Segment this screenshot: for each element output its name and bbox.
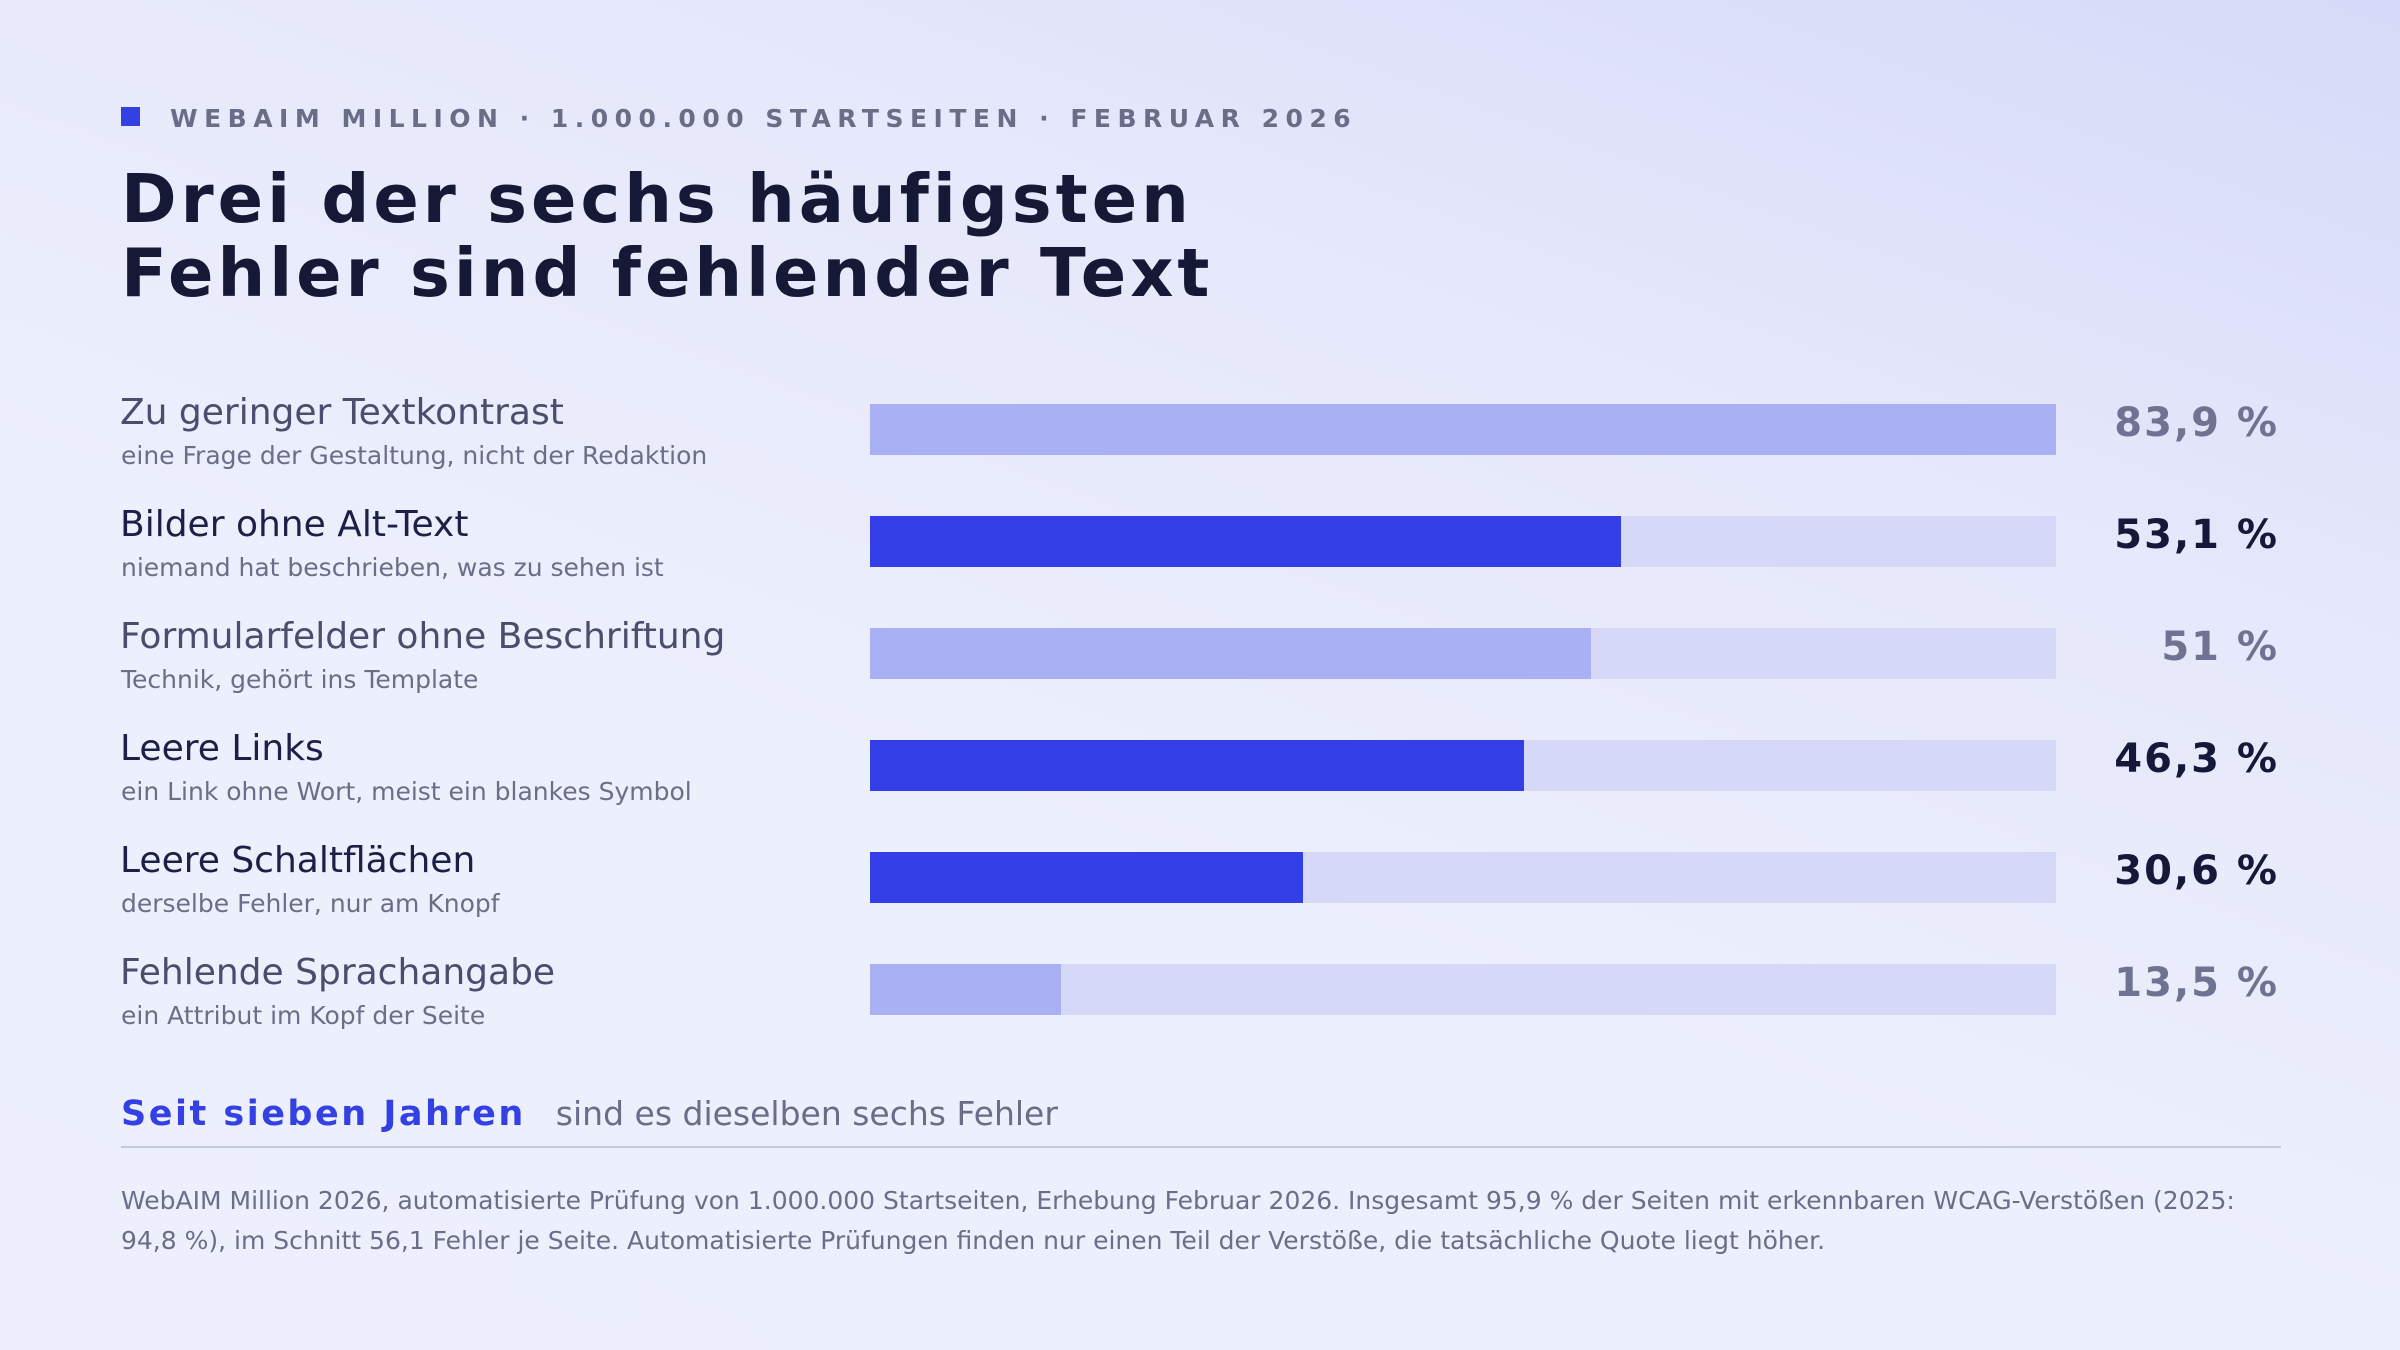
footer-lead: Seit sieben Jahren sind es dieselben sec…: [121, 1094, 1058, 1134]
bar: [870, 516, 1621, 567]
headline: Drei der sechs häufigsten Fehler sind fe…: [121, 162, 1521, 310]
bar-track: [870, 516, 2056, 567]
bar-track: [870, 740, 2056, 791]
bar-value-label: 51 %: [2161, 624, 2279, 670]
bar-row: Leere Links ein Link ohne Wort, meist ein…: [0, 728, 2400, 840]
bar-sublabel: derselbe Fehler, nur am Knopf: [121, 889, 500, 918]
bar-value-label: 13,5 %: [2114, 960, 2279, 1006]
bar-label: Leere Links: [120, 728, 324, 769]
bar-row: Fehlende Sprachangabe ein Attribut im Kop…: [0, 952, 2400, 1064]
bar-label: Bilder ohne Alt-Text: [120, 504, 469, 545]
eyebrow: WEBAIM MILLION · 1.000.000 STARTSEITEN ·…: [121, 104, 1357, 133]
divider: [121, 1146, 2281, 1148]
headline-line-1: Drei der sechs häufigsten: [121, 160, 1193, 238]
bar-sublabel: Technik, gehört ins Template: [121, 665, 479, 694]
bar-row: Bilder ohne Alt-Text niemand hat beschrie…: [0, 504, 2400, 616]
bar-label: Zu geringer Textkontrast: [120, 392, 564, 433]
eyebrow-text: WEBAIM MILLION · 1.000.000 STARTSEITEN ·…: [170, 104, 1358, 133]
bar-value-label: 30,6 %: [2114, 848, 2279, 894]
bar-value-label: 46,3 %: [2114, 736, 2279, 782]
source-note: WebAIM Million 2026, automatisierte Prüf…: [121, 1186, 2235, 1255]
footer-accent-text: Seit sieben Jahren: [121, 1094, 526, 1134]
bar-sublabel: ein Link ohne Wort, meist ein blankes Sy…: [121, 777, 692, 806]
bar-sublabel: ein Attribut im Kopf der Seite: [121, 1001, 486, 1030]
bar: [870, 404, 2056, 455]
bar: [870, 628, 1591, 679]
bar-track: [870, 628, 2056, 679]
headline-line-2: Fehler sind fehlender Text: [121, 234, 1214, 312]
bar-track: [870, 964, 2056, 1015]
bar: [870, 740, 1524, 791]
bar-label: Leere Schaltflächen: [120, 840, 476, 881]
bar-row: Leere Schaltflächen derselbe Fehler, nur …: [0, 840, 2400, 952]
bar-sublabel: niemand hat beschrieben, was zu sehen is…: [121, 553, 664, 582]
bar-row: Formularfelder ohne Beschriftung Technik,…: [0, 616, 2400, 728]
bar-sublabel: eine Frage der Gestaltung, nicht der Red…: [121, 441, 708, 470]
accent-square-icon: [121, 107, 140, 126]
bar-value-label: 53,1 %: [2114, 512, 2279, 558]
bar-track: [870, 852, 2056, 903]
bar: [870, 964, 1061, 1015]
bar-value-label: 83,9 %: [2114, 400, 2279, 446]
footer-rest-text: sind es dieselben sechs Fehler: [555, 1094, 1058, 1133]
bar-track: [870, 404, 2056, 455]
bar-label: Formularfelder ohne Beschriftung: [120, 616, 726, 657]
bar-label: Fehlende Sprachangabe: [120, 952, 556, 993]
bar-row: Zu geringer Textkontrast eine Frage der G…: [0, 392, 2400, 504]
bar: [870, 852, 1303, 903]
